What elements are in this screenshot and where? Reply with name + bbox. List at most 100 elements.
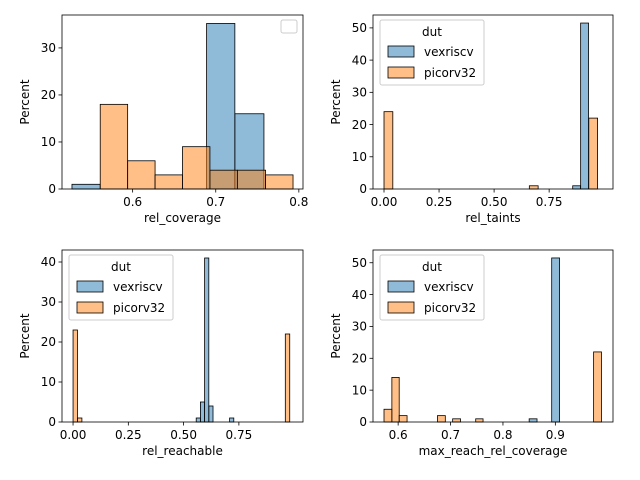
legend: dut vexriscv picorv32 bbox=[379, 19, 485, 86]
y-axis-label: Percent bbox=[18, 313, 32, 358]
x-tick-label: 0.75 bbox=[226, 428, 253, 442]
legend-swatch-vexriscv bbox=[387, 280, 415, 293]
y-axis-label: Percent bbox=[18, 79, 32, 124]
y-tick-label: 30 bbox=[352, 320, 367, 334]
bar-picorv32-6 bbox=[265, 174, 294, 190]
x-tick-label: 0.7 bbox=[441, 428, 460, 442]
x-tick-label: 0.8 bbox=[493, 428, 512, 442]
x-tick-label: 0.6 bbox=[389, 428, 408, 442]
y-tick-label: 10 bbox=[352, 150, 367, 164]
x-tick-label: 0.9 bbox=[546, 428, 565, 442]
y-tick-label: 0 bbox=[359, 415, 367, 429]
x-tick-label: 0.7 bbox=[206, 195, 225, 209]
legend-title: dut bbox=[422, 25, 442, 39]
x-tick-label: 0.8 bbox=[289, 195, 308, 209]
bar-picorv32-5 bbox=[475, 418, 484, 423]
bar-picorv32-2 bbox=[154, 174, 183, 190]
subplot-3: 0.00 0.25 0.50 0.75 0 10 20 30 40 rel_reachable Pe… bbox=[18, 249, 304, 458]
x-axis-label: rel_coverage bbox=[144, 211, 221, 225]
bar-picorv32-0 bbox=[72, 329, 78, 423]
x-tick-label: 0.50 bbox=[481, 195, 508, 209]
legend-label-picorv32: picorv32 bbox=[424, 66, 476, 80]
subplot-2: 0.00 0.25 0.50 0.75 0 10 20 30 40 50 rel_taints Per… bbox=[329, 14, 614, 225]
y-axis-label: Percent bbox=[329, 313, 343, 358]
axes-frame bbox=[372, 249, 614, 423]
bar-vexriscv-1 bbox=[200, 401, 206, 423]
x-tick-label: 0.00 bbox=[60, 428, 87, 442]
legend-swatch-vexriscv bbox=[76, 280, 104, 293]
bar-picorv32-0 bbox=[99, 103, 129, 190]
y-tick-label: 10 bbox=[41, 375, 56, 389]
bar-picorv32-3 bbox=[437, 415, 446, 423]
bar-picorv32-2 bbox=[398, 415, 408, 423]
legend-label-vexriscv: vexriscv bbox=[424, 280, 474, 294]
y-tick-label: 20 bbox=[41, 335, 56, 349]
bar-picorv32-3 bbox=[182, 146, 211, 190]
bar-picorv32-1 bbox=[391, 377, 400, 423]
bar-picorv32-2 bbox=[588, 117, 598, 190]
legend-swatch-picorv32 bbox=[387, 301, 415, 314]
legend: dut vexriscv picorv32 bbox=[379, 254, 485, 321]
x-axis-label: rel_reachable bbox=[142, 444, 223, 458]
subplot-1: 0.6 0.7 0.8 0 10 20 30 rel_coverage Percent bbox=[18, 14, 308, 225]
legend-swatch-picorv32 bbox=[76, 301, 104, 314]
bar-vexriscv-1 bbox=[580, 22, 589, 190]
x-axis-label: max_reach_rel_coverage bbox=[419, 444, 568, 458]
y-tick-label: 0 bbox=[359, 182, 367, 196]
y-tick-label: 30 bbox=[41, 295, 56, 309]
legend-label-vexriscv: vexriscv bbox=[424, 45, 474, 59]
bar-vexriscv-0 bbox=[71, 183, 101, 190]
legend-label-vexriscv: vexriscv bbox=[113, 280, 163, 294]
y-tick-label: 20 bbox=[352, 118, 367, 132]
x-tick-label: 0.50 bbox=[170, 428, 197, 442]
bar-picorv32-0 bbox=[383, 408, 393, 423]
legend-title: dut bbox=[111, 260, 131, 274]
y-tick-label: 40 bbox=[352, 53, 367, 67]
y-tick-label: 20 bbox=[41, 88, 56, 102]
y-axis-label: Percent bbox=[329, 79, 343, 124]
bar-picorv32-5 bbox=[236, 169, 267, 190]
y-tick-label: 40 bbox=[352, 288, 367, 302]
y-tick-label: 20 bbox=[352, 351, 367, 365]
legend-swatch-vexriscv bbox=[387, 45, 415, 58]
y-tick-label: 10 bbox=[352, 383, 367, 397]
axes-frame bbox=[372, 14, 614, 190]
x-tick-label: 0.6 bbox=[123, 195, 142, 209]
bar-picorv32-0 bbox=[383, 111, 394, 190]
y-tick-label: 0 bbox=[48, 182, 56, 196]
bar-picorv32-1 bbox=[528, 185, 539, 190]
x-tick-label: 0.25 bbox=[115, 428, 142, 442]
bar-picorv32-4 bbox=[209, 169, 238, 190]
x-tick-label: 0.25 bbox=[426, 195, 453, 209]
y-tick-label: 30 bbox=[352, 86, 367, 100]
legend-empty bbox=[280, 19, 298, 34]
legend: dut vexriscv picorv32 bbox=[68, 254, 174, 321]
bar-vexriscv-1 bbox=[551, 257, 560, 423]
bar-vexriscv-4 bbox=[229, 417, 235, 423]
axes-frame bbox=[61, 249, 304, 423]
bar-vexriscv-0 bbox=[195, 417, 201, 423]
bar-vexriscv-0 bbox=[528, 418, 538, 423]
bar-vexriscv-0 bbox=[572, 185, 582, 190]
y-tick-label: 50 bbox=[352, 21, 367, 35]
bar-picorv32-1 bbox=[127, 160, 156, 190]
y-tick-label: 0 bbox=[48, 415, 56, 429]
bar-vexriscv-3 bbox=[208, 405, 214, 423]
bar-picorv32-4 bbox=[452, 418, 461, 423]
y-tick-label: 40 bbox=[41, 255, 56, 269]
x-tick-label: 0.00 bbox=[371, 195, 398, 209]
bar-picorv32-1 bbox=[77, 417, 83, 423]
x-tick-label: 0.75 bbox=[536, 195, 563, 209]
legend-swatch-picorv32 bbox=[387, 66, 415, 79]
subplot-4: 0.6 0.7 0.8 0.9 0 10 20 30 40 50 max_reach_rel_cov… bbox=[329, 249, 614, 458]
bar-picorv32-6 bbox=[593, 351, 602, 423]
axes-frame bbox=[61, 14, 304, 190]
bar-picorv32-2 bbox=[284, 333, 291, 423]
y-tick-label: 30 bbox=[41, 41, 56, 55]
legend-label-picorv32: picorv32 bbox=[113, 301, 165, 315]
x-axis-label: rel_taints bbox=[465, 211, 520, 225]
y-tick-label: 50 bbox=[352, 256, 367, 270]
legend-title: dut bbox=[422, 260, 442, 274]
legend-label-picorv32: picorv32 bbox=[424, 301, 476, 315]
